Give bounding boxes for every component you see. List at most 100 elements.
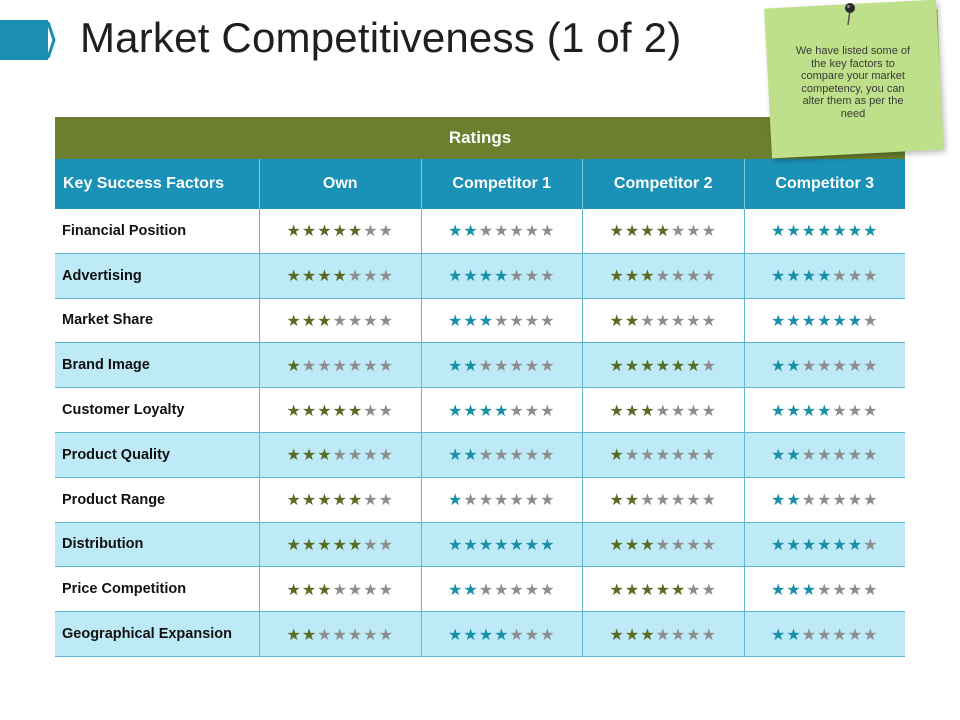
- star-icon: ★: [286, 310, 302, 330]
- star-icon: ★: [686, 579, 702, 599]
- star-icon: ★: [509, 266, 525, 286]
- star-icon: ★: [463, 355, 479, 375]
- star-icon: ★: [347, 221, 364, 241]
- star-icon: ★: [317, 266, 333, 286]
- star-icon: ★: [771, 579, 787, 599]
- star-icon: ★: [801, 221, 818, 241]
- rating-cell-own: ★★★★★★★: [259, 209, 421, 253]
- star-icon: ★: [363, 266, 379, 286]
- star-icon: ★: [786, 624, 802, 644]
- star-icon: ★: [655, 534, 671, 554]
- star-icon: ★: [686, 445, 702, 465]
- header-competitor-2: Competitor 2: [582, 159, 744, 209]
- star-icon: ★: [640, 490, 656, 510]
- star-icon: ★: [832, 445, 848, 465]
- factor-label: Brand Image: [62, 357, 150, 374]
- star-icon: ★: [670, 400, 687, 420]
- star-icon: ★: [347, 400, 364, 420]
- star-icon: ★: [363, 579, 379, 599]
- star-icon: ★: [494, 579, 510, 599]
- star-icon: ★: [509, 534, 525, 554]
- star-rating: ★★★★★★★: [610, 356, 717, 375]
- star-icon: ★: [701, 490, 717, 510]
- star-icon: ★: [609, 266, 625, 286]
- star-icon: ★: [301, 445, 318, 465]
- star-icon: ★: [540, 310, 556, 330]
- star-icon: ★: [670, 445, 687, 465]
- star-icon: ★: [847, 266, 864, 286]
- star-icon: ★: [347, 445, 364, 465]
- star-icon: ★: [847, 310, 864, 330]
- star-icon: ★: [801, 534, 818, 554]
- star-icon: ★: [317, 490, 333, 510]
- star-icon: ★: [847, 400, 864, 420]
- rating-cell-competitor-3: ★★★★★★★: [743, 343, 906, 388]
- star-icon: ★: [832, 534, 848, 554]
- star-icon: ★: [524, 310, 541, 330]
- star-icon: ★: [286, 400, 302, 420]
- star-rating: ★★★★★★★: [771, 401, 878, 420]
- star-icon: ★: [494, 624, 510, 644]
- star-icon: ★: [817, 624, 833, 644]
- rating-cell-competitor-2: ★★★★★★★: [582, 432, 744, 477]
- rating-cell-own: ★★★★★★★: [259, 522, 421, 567]
- star-rating: ★★★★★★★: [448, 490, 555, 509]
- star-rating: ★★★★★★★: [287, 535, 394, 554]
- star-icon: ★: [378, 310, 394, 330]
- star-icon: ★: [655, 400, 671, 420]
- star-icon: ★: [301, 266, 318, 286]
- star-icon: ★: [540, 266, 556, 286]
- star-icon: ★: [286, 266, 302, 286]
- star-rating: ★★★★★★★: [771, 266, 878, 285]
- star-icon: ★: [670, 490, 687, 510]
- pushpin-icon: [845, 3, 855, 26]
- star-icon: ★: [832, 579, 848, 599]
- star-icon: ★: [786, 266, 802, 286]
- star-icon: ★: [478, 445, 495, 465]
- star-icon: ★: [771, 400, 787, 420]
- star-icon: ★: [624, 534, 641, 554]
- star-icon: ★: [317, 221, 333, 241]
- star-icon: ★: [609, 534, 625, 554]
- star-icon: ★: [448, 534, 464, 554]
- table-row: Market Share ★★★★★★★ ★★★★★★★ ★★★★★★★ ★★★★★★★: [55, 298, 905, 344]
- star-icon: ★: [801, 310, 818, 330]
- star-icon: ★: [494, 266, 510, 286]
- star-icon: ★: [378, 266, 394, 286]
- star-icon: ★: [701, 400, 717, 420]
- star-icon: ★: [847, 355, 864, 375]
- rating-cell-competitor-3: ★★★★★★★: [743, 477, 906, 522]
- rating-cell-competitor-3: ★★★★★★★: [743, 432, 906, 477]
- star-icon: ★: [478, 266, 495, 286]
- star-icon: ★: [463, 221, 479, 241]
- star-icon: ★: [494, 221, 510, 241]
- star-icon: ★: [478, 624, 495, 644]
- star-icon: ★: [655, 266, 671, 286]
- star-icon: ★: [317, 355, 333, 375]
- star-icon: ★: [701, 355, 717, 375]
- star-icon: ★: [670, 579, 687, 599]
- star-icon: ★: [509, 355, 525, 375]
- star-rating: ★★★★★★★: [448, 401, 555, 420]
- table-row: Customer Loyalty ★★★★★★★ ★★★★★★★ ★★★★★★★ ★★★…: [55, 388, 905, 433]
- star-icon: ★: [494, 445, 510, 465]
- star-icon: ★: [786, 221, 802, 241]
- star-icon: ★: [686, 266, 702, 286]
- star-icon: ★: [863, 310, 879, 330]
- star-icon: ★: [363, 355, 379, 375]
- title-accent-bar: [0, 20, 48, 60]
- rating-cell-competitor-1: ★★★★★★★: [420, 253, 583, 298]
- star-icon: ★: [863, 579, 879, 599]
- star-icon: ★: [509, 579, 525, 599]
- star-icon: ★: [655, 310, 671, 330]
- star-icon: ★: [317, 579, 333, 599]
- star-icon: ★: [640, 221, 656, 241]
- star-rating: ★★★★★★★: [771, 535, 878, 554]
- star-icon: ★: [301, 355, 318, 375]
- star-icon: ★: [478, 490, 495, 510]
- star-icon: ★: [801, 445, 818, 465]
- star-icon: ★: [347, 490, 364, 510]
- star-icon: ★: [286, 490, 302, 510]
- star-icon: ★: [655, 624, 671, 644]
- star-icon: ★: [448, 355, 464, 375]
